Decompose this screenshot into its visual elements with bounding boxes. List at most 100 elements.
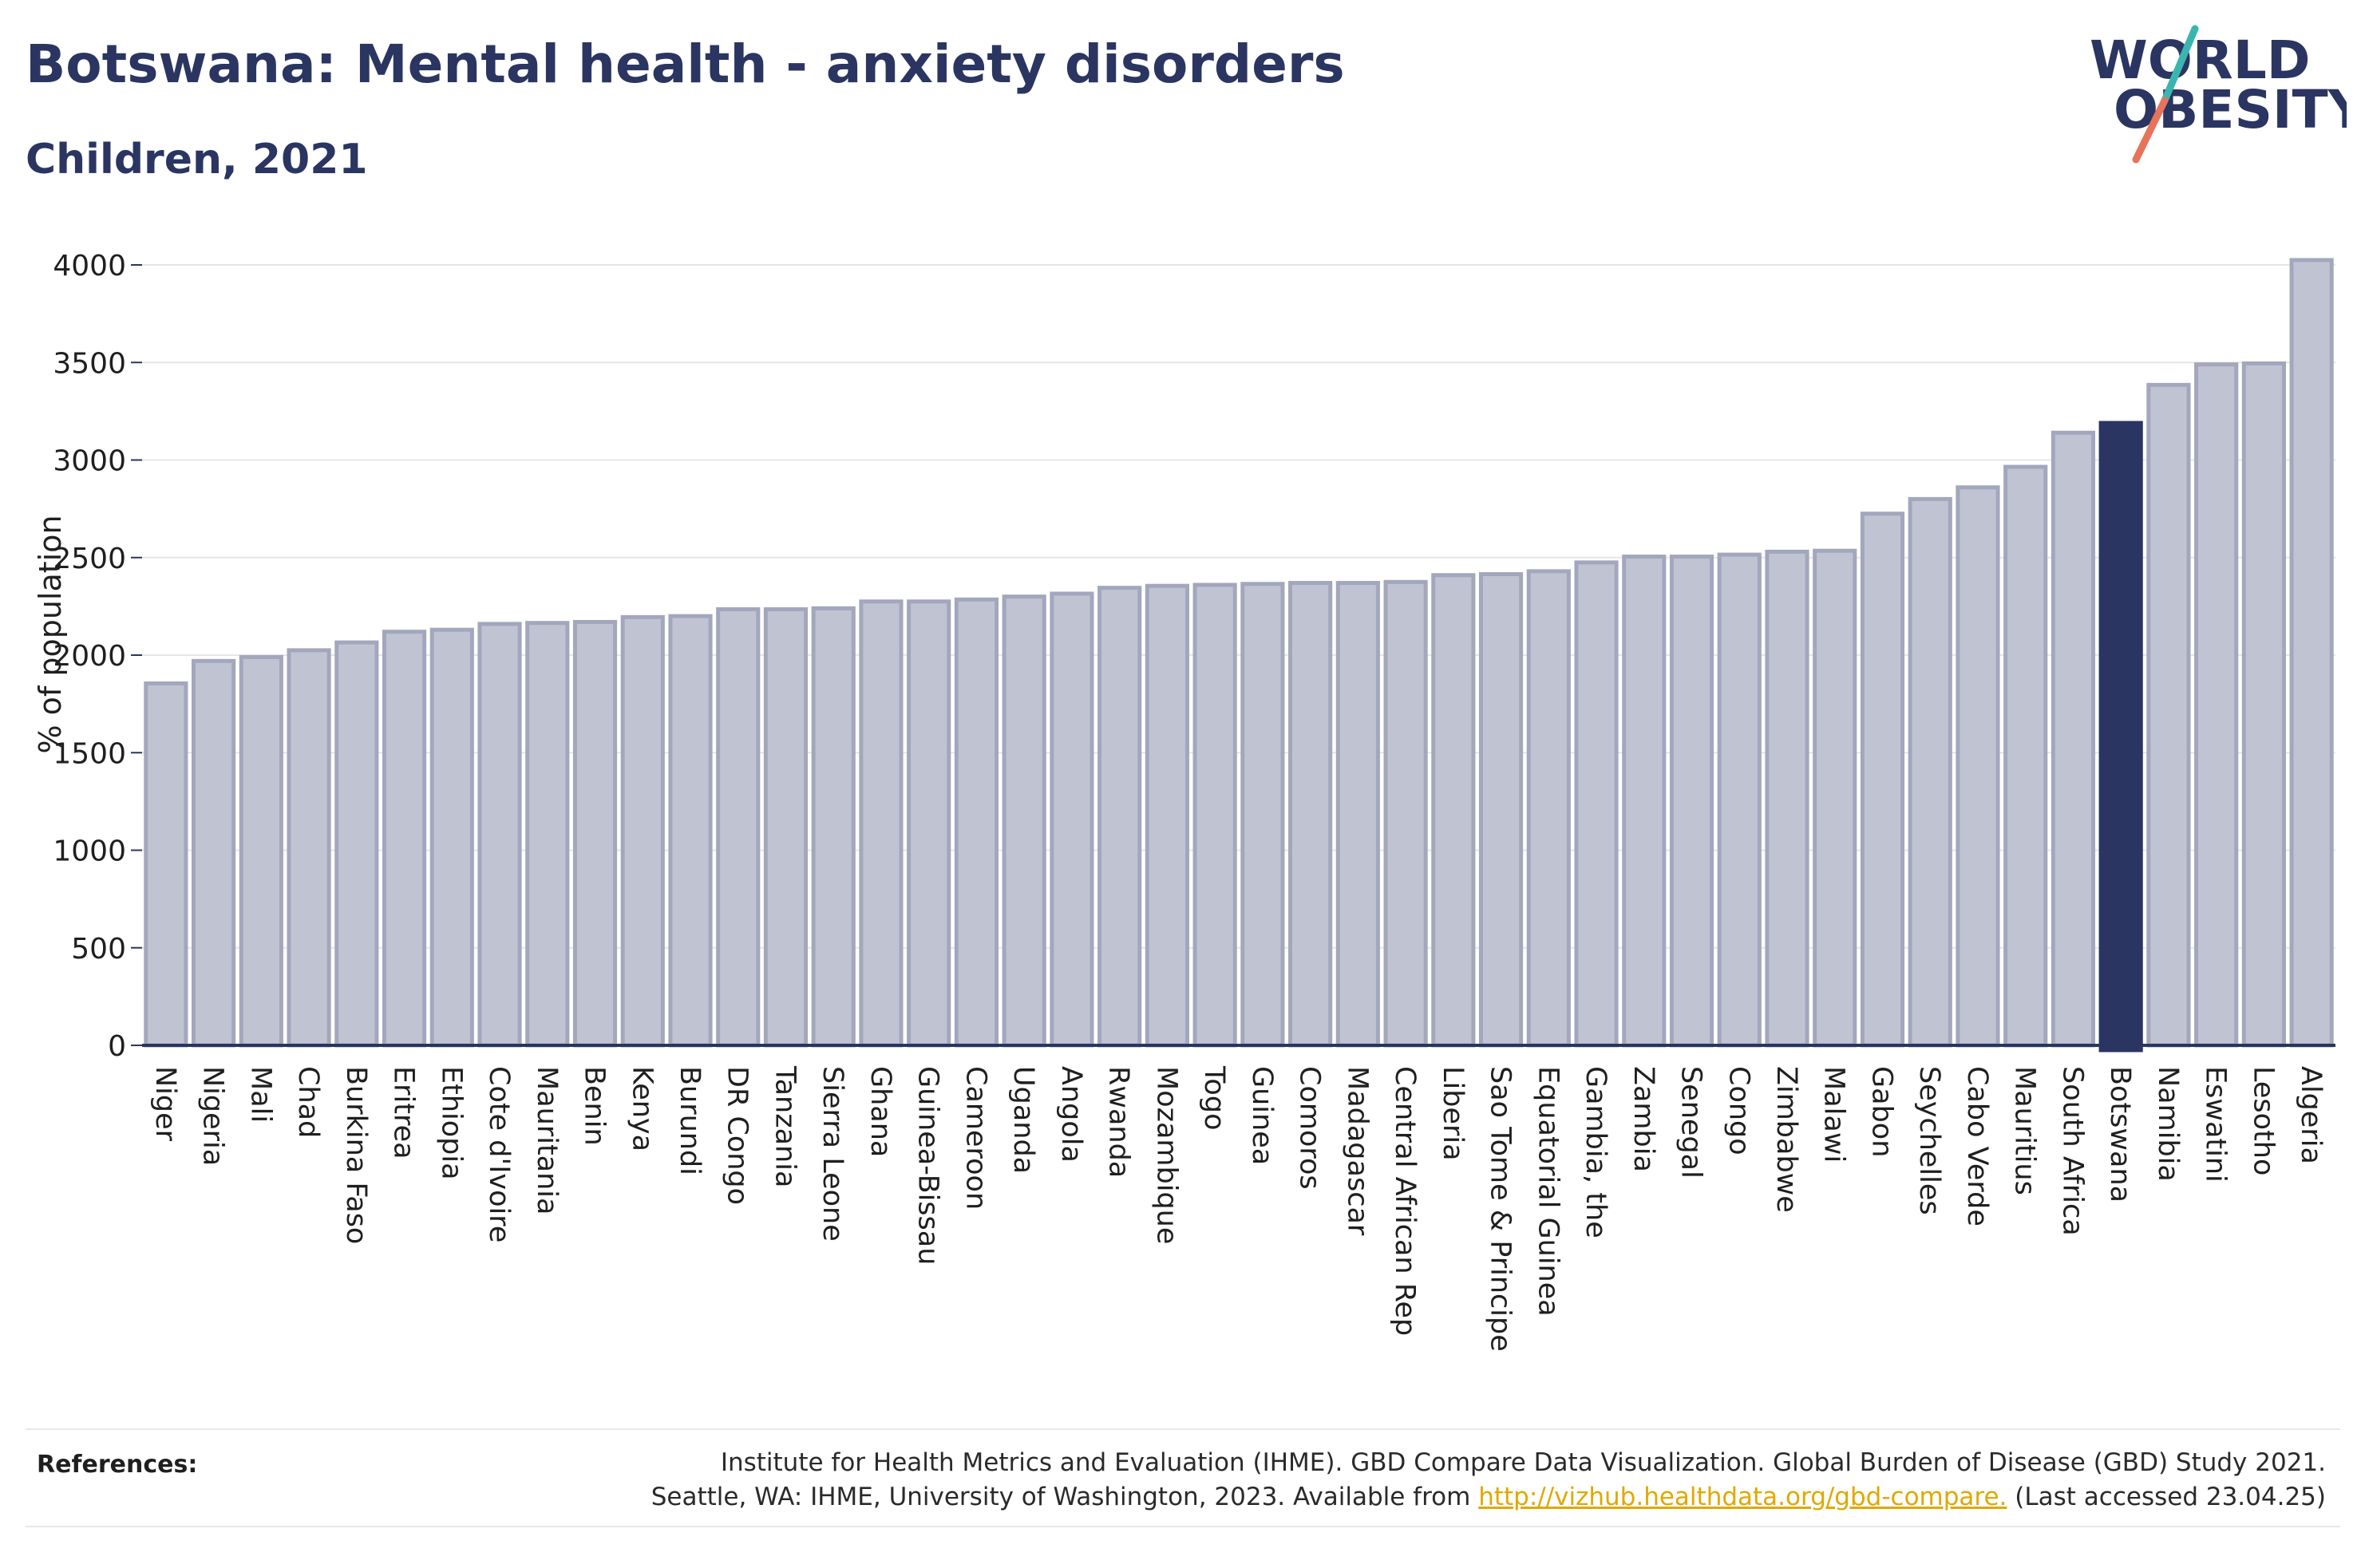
- x-tick-label: Ethiopia: [435, 1066, 467, 1180]
- x-tick-label: Eritrea: [388, 1066, 420, 1159]
- x-tick-label: Angola: [1055, 1066, 1087, 1163]
- bar-gabon: [1860, 511, 1905, 1048]
- references-line-2: Seattle, WA: IHME, University of Washing…: [651, 1480, 2326, 1515]
- x-tick-label: Cabo Verde: [1961, 1066, 1993, 1226]
- bar-malawi: [1813, 548, 1857, 1048]
- x-tick-label: Seychelles: [1913, 1066, 1945, 1215]
- chart-subtitle: Children, 2021: [26, 136, 368, 184]
- chart-title: Botswana: Mental health - anxiety disord…: [26, 34, 1345, 95]
- x-tick-label: Burkina Faso: [340, 1066, 372, 1244]
- x-tick-label: Namibia: [2152, 1066, 2184, 1182]
- bar-mauritania: [525, 621, 570, 1048]
- bar-ghana: [859, 599, 904, 1048]
- bar-guinea-bissau: [907, 599, 951, 1048]
- x-tick-label: Algeria: [2295, 1066, 2327, 1164]
- x-tick-label: Niger: [149, 1066, 181, 1142]
- x-tick-label: Rwanda: [1103, 1066, 1135, 1178]
- bar-zimbabwe: [1765, 549, 1809, 1048]
- x-tick-label: Guinea-Bissau: [912, 1066, 944, 1265]
- x-tick-label: Malawi: [1818, 1066, 1850, 1163]
- bar-central-african-rep: [1383, 579, 1428, 1048]
- x-tick-label: Central African Rep: [1389, 1066, 1421, 1336]
- x-tick-label: Sierra Leone: [817, 1066, 848, 1242]
- x-tick-label: Benin: [579, 1066, 611, 1146]
- bar-nigeria: [192, 658, 236, 1048]
- x-tick-label: Gabon: [1865, 1066, 1897, 1157]
- bar-cote-d-ivoire: [477, 622, 522, 1048]
- bar-burundi: [668, 614, 713, 1048]
- world-obesity-logo: WORLD OBESITY: [2090, 25, 2347, 164]
- bar-togo: [1192, 583, 1237, 1048]
- x-tick-label: DR Congo: [722, 1066, 753, 1205]
- x-tick-label: Mauritius: [2009, 1066, 2041, 1195]
- bar-angola: [1050, 591, 1094, 1048]
- bar-tanzania: [763, 607, 809, 1048]
- x-tick-label: Comoros: [1294, 1066, 1326, 1190]
- bar-uganda: [1002, 594, 1046, 1048]
- bar-dr-congo: [716, 607, 761, 1048]
- bar-lesotho: [2241, 361, 2286, 1048]
- bar-eswatini: [2194, 362, 2239, 1048]
- x-tick-label: Cote d'Ivoire: [483, 1066, 515, 1242]
- logo-slash-coral: [2132, 97, 2169, 164]
- references-divider-bottom: [26, 1526, 2340, 1527]
- x-tick-label: Madagascar: [1341, 1066, 1373, 1236]
- x-tick-label: Nigeria: [197, 1066, 229, 1166]
- bar-namibia: [2146, 382, 2191, 1048]
- y-tick-label: 1000: [53, 835, 126, 868]
- y-tick-label: 500: [71, 933, 126, 966]
- x-tick-label: Ghana: [864, 1066, 896, 1157]
- x-tick-label: Sao Tome & Principe: [1485, 1066, 1517, 1352]
- references-line-2-prefix: Seattle, WA: IHME, University of Washing…: [651, 1482, 1479, 1511]
- x-tick-label: Tanzania: [769, 1065, 801, 1187]
- y-tick-label: 0: [108, 1030, 126, 1063]
- y-tick-label: 1500: [53, 737, 126, 770]
- x-tick-label: Kenya: [626, 1066, 658, 1151]
- bar-chad: [287, 648, 331, 1048]
- bar-seychelles: [1908, 496, 1952, 1048]
- bar-equatorial-guinea: [1526, 569, 1571, 1048]
- bar-madagascar: [1335, 581, 1380, 1048]
- bar-niger: [144, 681, 188, 1048]
- y-tick-label: 3000: [53, 445, 126, 478]
- bar-gambia-the: [1574, 560, 1619, 1048]
- bar-congo: [1717, 552, 1762, 1048]
- x-tick-label: Uganda: [1007, 1066, 1039, 1174]
- x-tick-label: Zimbabwe: [1770, 1066, 1802, 1213]
- bars: [144, 258, 2334, 1053]
- y-tick-labels: 0 500 1000 1500 2000 2500 3000 3500 4000: [53, 250, 126, 1063]
- references-line-1: Institute for Health Metrics and Evaluat…: [720, 1448, 2326, 1477]
- references-link[interactable]: http://vizhub.healthdata.org/gbd-compare…: [1478, 1482, 2007, 1511]
- y-tick-label: 2500: [53, 543, 126, 575]
- x-tick-label: Cameroon: [959, 1066, 991, 1210]
- bar-comoros: [1288, 581, 1333, 1048]
- bar-guinea: [1240, 582, 1285, 1048]
- bar-eritrea: [382, 630, 427, 1048]
- bar-ethiopia: [429, 627, 474, 1048]
- logo-text-world: WORLD: [2090, 30, 2311, 91]
- x-tick-label: Zambia: [1627, 1066, 1659, 1172]
- bar-liberia: [1431, 573, 1476, 1048]
- bar-botswana: [2098, 421, 2143, 1053]
- bar-mauritius: [2003, 464, 2048, 1048]
- bar-mali: [239, 654, 283, 1048]
- x-tick-label: Mauritania: [531, 1066, 563, 1215]
- logo-slash-teal: [2161, 25, 2199, 105]
- references-line-2-suffix: (Last accessed 23.04.25): [2007, 1482, 2326, 1511]
- bar-mozambique: [1145, 583, 1189, 1048]
- y-tick-label: 3500: [53, 347, 126, 380]
- x-tick-label: Burundi: [674, 1066, 706, 1175]
- bar-sao-tome-principe: [1478, 572, 1524, 1048]
- bar-cabo-verde: [1956, 485, 2000, 1048]
- x-tick-label: Botswana: [2104, 1066, 2136, 1203]
- bar-south-africa: [2051, 430, 2096, 1048]
- x-tick-label: South Africa: [2056, 1066, 2088, 1236]
- bar-zambia: [1622, 555, 1667, 1048]
- x-tick-label: Mali: [244, 1066, 276, 1123]
- x-tick-label: Equatorial Guinea: [1532, 1066, 1564, 1317]
- x-tick-label: Togo: [1198, 1065, 1230, 1130]
- bar-benin: [572, 619, 618, 1048]
- bar-sierra-leone: [811, 606, 856, 1048]
- bar-burkina-faso: [334, 640, 379, 1048]
